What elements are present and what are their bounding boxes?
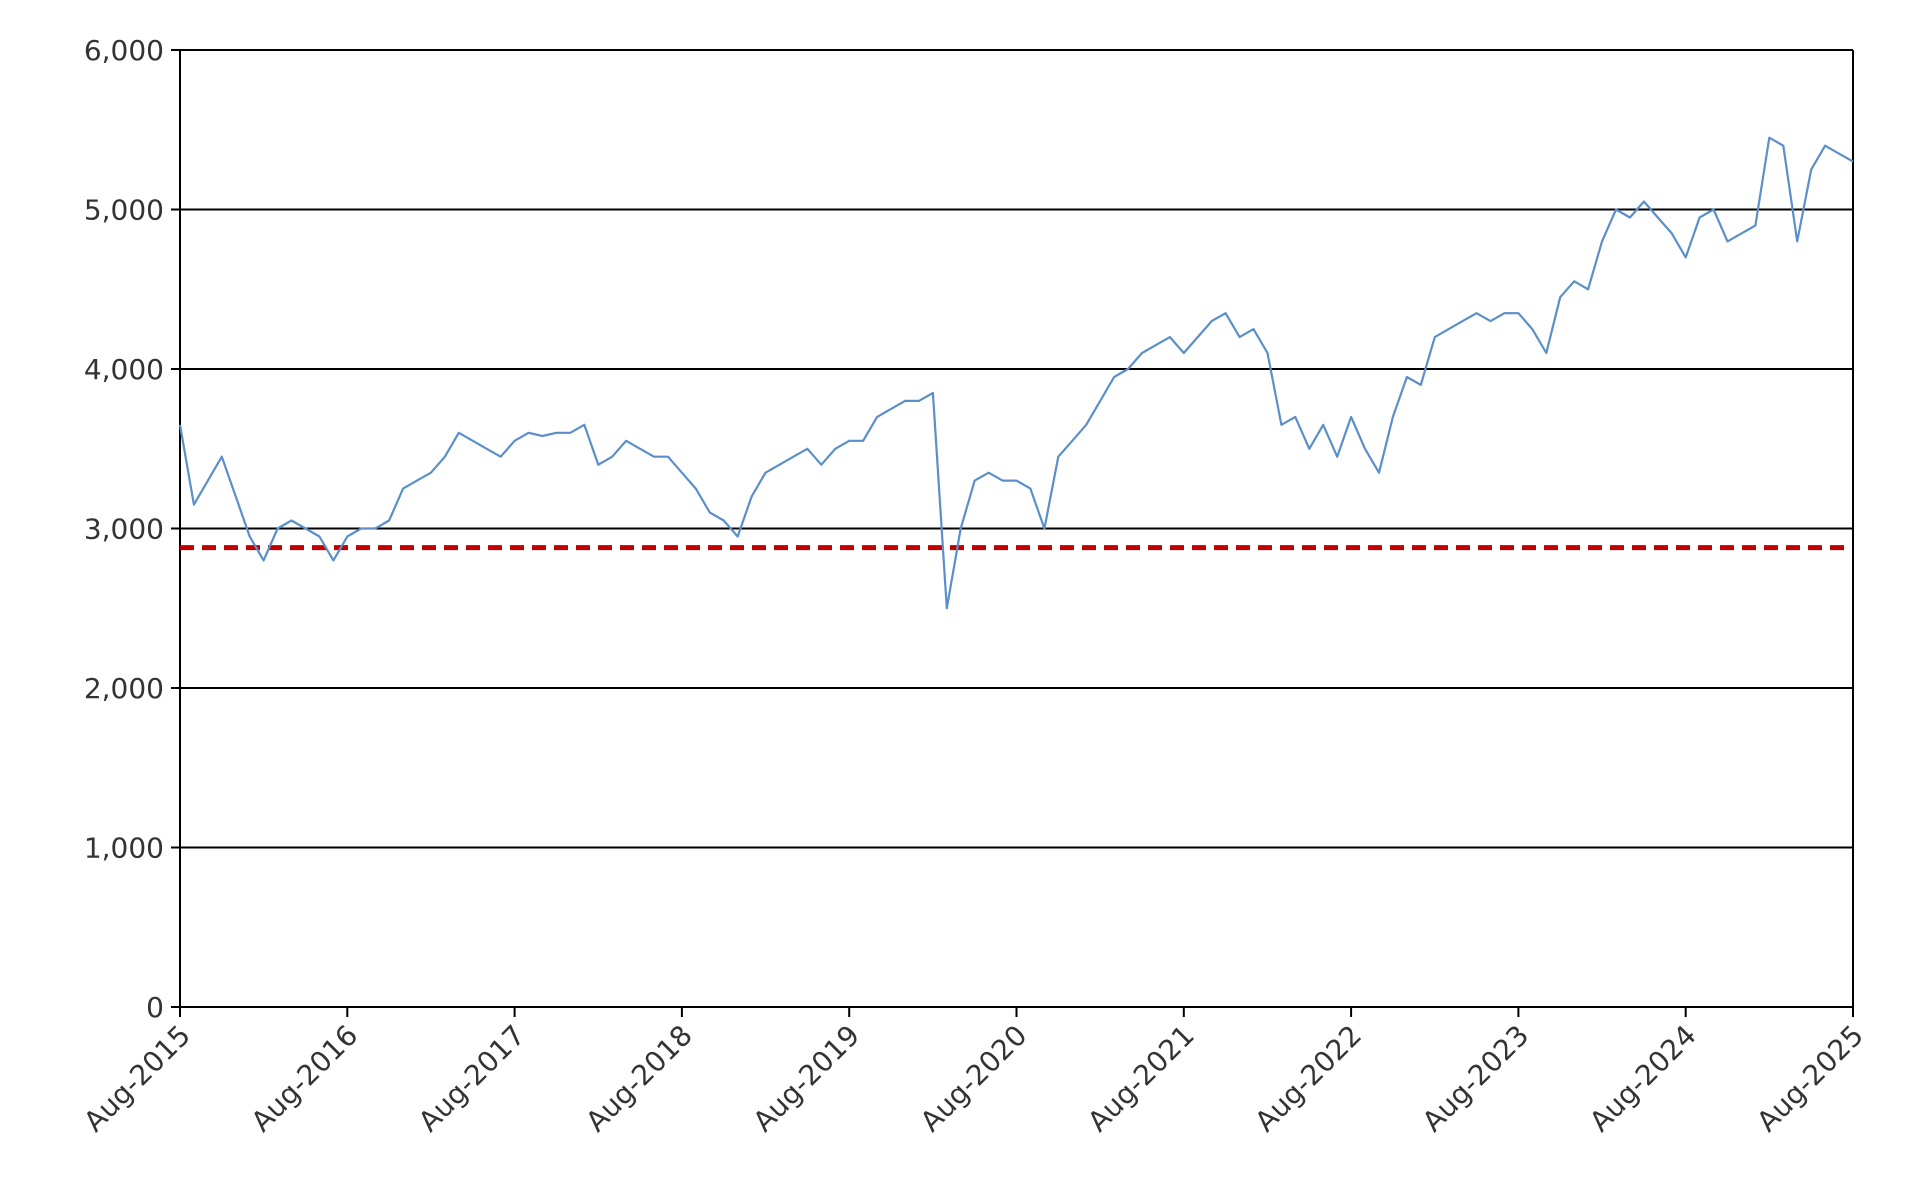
x-tick-label: Aug-2018 [579, 1019, 699, 1139]
x-tick-label: Aug-2023 [1416, 1019, 1536, 1139]
y-tick-label: 2,000 [84, 672, 164, 705]
x-tick-label: Aug-2019 [747, 1019, 867, 1139]
y-tick-label: 4,000 [84, 353, 164, 386]
x-tick-label: Aug-2024 [1583, 1019, 1703, 1139]
y-tick-label: 3,000 [84, 513, 164, 546]
x-tick-label: Aug-2016 [245, 1019, 365, 1139]
y-tick-label: 1,000 [84, 832, 164, 865]
x-tick-label: Aug-2015 [77, 1019, 197, 1139]
x-tick-label: Aug-2017 [412, 1019, 532, 1139]
x-tick-label: Aug-2021 [1081, 1019, 1201, 1139]
y-tick-label: 5,000 [84, 194, 164, 227]
y-tick-label: 6,000 [84, 34, 164, 67]
x-tick-label: Aug-2025 [1750, 1019, 1870, 1139]
x-tick-label: Aug-2020 [914, 1019, 1034, 1139]
data-line [178, 136, 1854, 610]
y-tick-label: 0 [146, 991, 164, 1024]
x-tick-label: Aug-2022 [1249, 1019, 1369, 1139]
